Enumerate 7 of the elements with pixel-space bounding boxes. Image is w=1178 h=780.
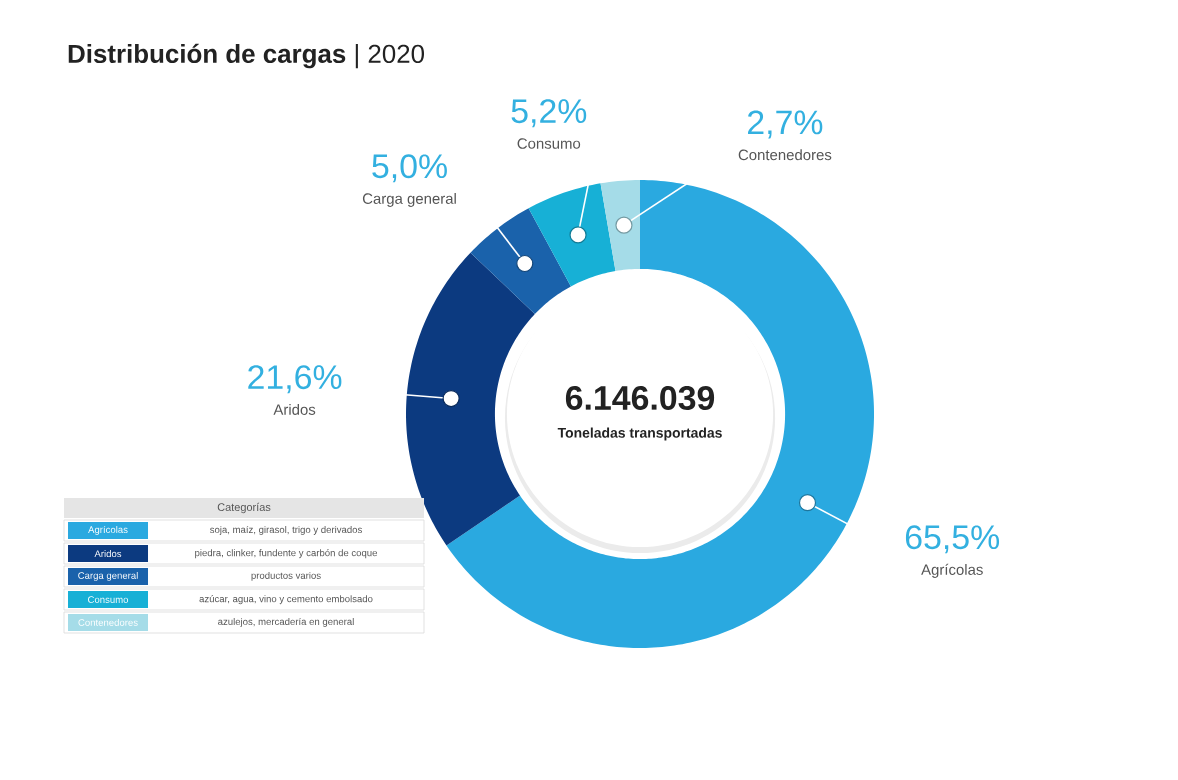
chart-title: Distribución de cargas | 2020 — [68, 43, 425, 69]
text: 6.146.039 — [565, 385, 715, 411]
data-label: 5,2% — [511, 99, 587, 128]
data-label: 21,6% — [248, 365, 342, 394]
data-label: 2,7% — [748, 110, 823, 139]
data-label: 5,0% — [372, 154, 447, 183]
data-label: 65,5% — [905, 525, 1000, 554]
